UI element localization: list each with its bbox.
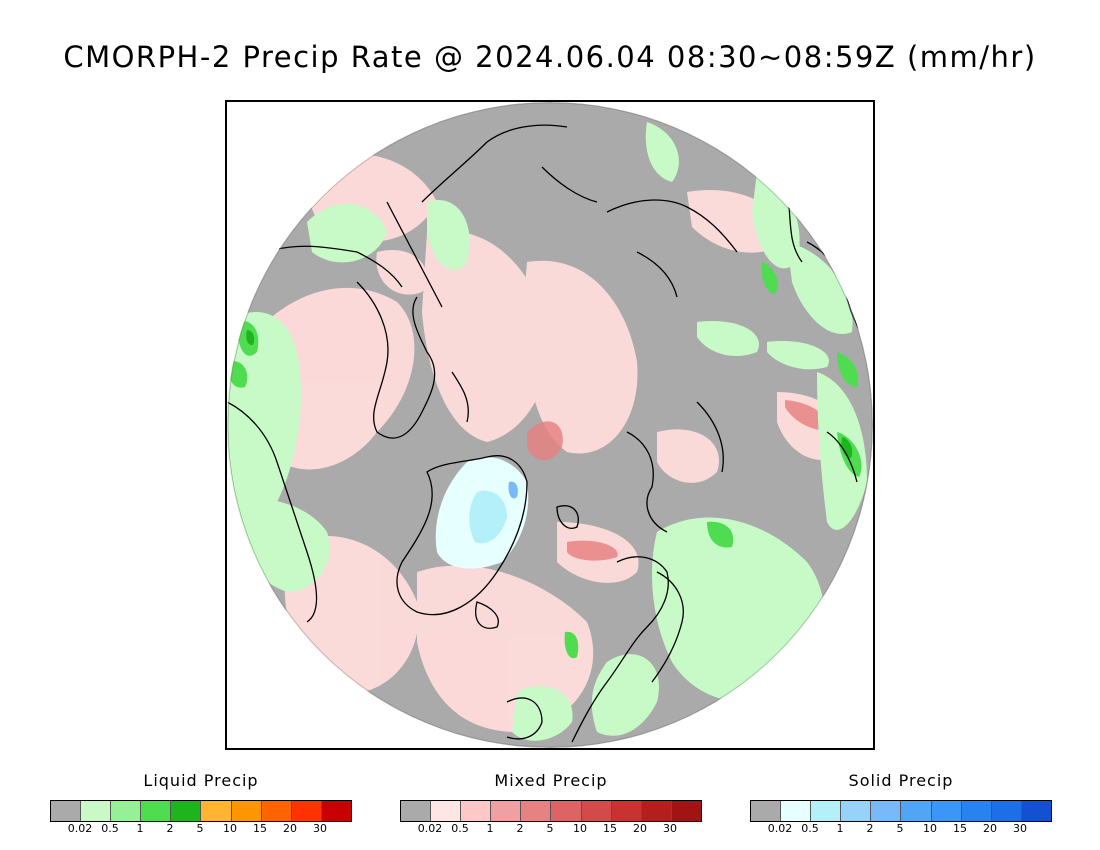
legend-mixed-swatch [521,801,552,821]
legend-tick-label: 15 [603,822,617,835]
legend-tick-label: 0.5 [801,822,819,835]
legend-tick-label: 10 [923,822,937,835]
legend-tick-label: 20 [983,822,997,835]
legend-solid-swatch [931,801,962,821]
legend-solid-swatch [961,801,992,821]
legend-solid-colorbar [750,800,1052,822]
legend-tick-label: 2 [866,822,874,835]
legend-solid-swatch [811,801,842,821]
map-canvas [227,102,873,748]
legend-tick-label: 5 [546,822,554,835]
legend-solid: Solid Precip 0.02 0.5 1 2 5 10 15 20 30 [750,770,1052,840]
legend-tick-label: 10 [223,822,237,835]
legend-solid-swatch [751,801,782,821]
legend-solid-swatch [901,801,932,821]
legend-mixed-swatch [611,801,642,821]
legend-tick-label: 1 [136,822,144,835]
legend-mixed-swatch [671,801,701,821]
legend-tick-label: 15 [953,822,967,835]
legend-mixed-swatch [461,801,492,821]
legend-mixed-swatch [641,801,672,821]
legend-tick-label: 1 [836,822,844,835]
legend-liquid-ticks: 0.02 0.5 1 2 5 10 15 20 30 [50,822,352,836]
legend-liquid-swatch [261,801,292,821]
legend-tick-label: 5 [896,822,904,835]
legend-tick-label: 5 [196,822,204,835]
legend-tick-label: 20 [283,822,297,835]
liquid-precip-heavy [246,330,853,458]
legend-mixed-swatch [431,801,462,821]
legend-tick-label: 30 [1013,822,1027,835]
legend-mixed-colorbar [400,800,702,822]
legend-tick-label: 10 [573,822,587,835]
legend-liquid-swatch [81,801,112,821]
legend-tick-label: 0.5 [101,822,119,835]
legend-liquid-swatch [291,801,322,821]
legend-mixed-title: Mixed Precip [494,771,608,790]
legend-tick-label: 30 [313,822,327,835]
legend-liquid-swatch [111,801,142,821]
legend-liquid-colorbar [50,800,352,822]
legend-tick-label: 0.02 [417,822,443,835]
legend-tick-label: 1 [486,822,494,835]
legend-solid-swatch [991,801,1022,821]
legend-tick-label: 20 [633,822,647,835]
legend-tick-label: 2 [516,822,524,835]
legend-solid-ticks: 0.02 0.5 1 2 5 10 15 20 30 [750,822,1052,836]
legend-solid-title: Solid Precip [848,771,954,790]
legend-mixed-ticks: 0.02 0.5 1 2 5 10 15 20 30 [400,822,702,836]
legend-liquid-swatch [201,801,232,821]
legend-tick-label: 30 [663,822,677,835]
legend-solid-swatch [841,801,872,821]
legend-mixed: Mixed Precip 0.02 0.5 1 2 5 10 15 20 30 [400,770,702,840]
legend-liquid-swatch [51,801,82,821]
mixed-precip-moderate [527,400,828,561]
legend-tick-label: 0.02 [67,822,93,835]
legend-liquid-swatch [141,801,172,821]
legend-solid-swatch [1021,801,1051,821]
legend-solid-swatch [781,801,812,821]
legend-tick-label: 0.02 [767,822,793,835]
chart-title: CMORPH-2 Precip Rate @ 2024.06.04 08:30~… [63,40,1037,74]
legend-tick-label: 0.5 [451,822,469,835]
polar-disc-outline [227,102,873,748]
legend-mixed-swatch [551,801,582,821]
legend-tick-label: 2 [166,822,174,835]
legend-mixed-swatch [581,801,612,821]
legend-liquid-title: Liquid Precip [143,771,259,790]
polar-precip-map [225,100,875,750]
legend-mixed-swatch [491,801,522,821]
legend-liquid-swatch [321,801,351,821]
legend-tick-label: 15 [253,822,267,835]
legend-liquid-swatch [171,801,202,821]
solid-precip-region [435,457,529,569]
legend-solid-swatch [871,801,902,821]
legend-liquid: Liquid Precip 0.02 0.5 1 2 5 10 15 20 30 [50,770,352,840]
legend-mixed-swatch [401,801,432,821]
legend-liquid-swatch [231,801,262,821]
